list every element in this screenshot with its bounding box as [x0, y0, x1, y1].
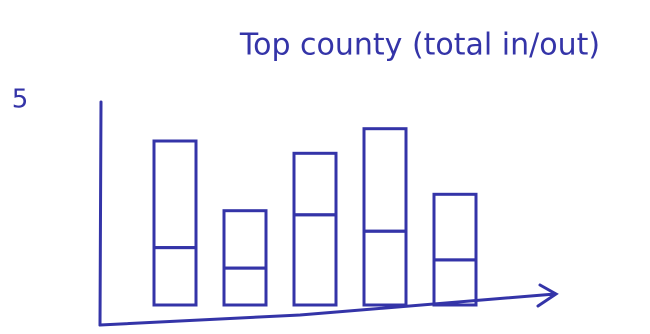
bar [292, 151, 338, 217]
bar [222, 266, 268, 307]
bar [432, 258, 478, 307]
y-axis [98, 100, 103, 327]
bar [152, 246, 198, 307]
bar [362, 127, 408, 233]
chart-title: Top county (total in/out) [239, 28, 600, 63]
bar [362, 229, 408, 307]
bar [432, 192, 478, 262]
bar [222, 209, 268, 270]
bar [152, 139, 198, 250]
bar [292, 213, 338, 307]
y-tick-label: 5 [12, 85, 29, 115]
x-axis [98, 283, 559, 327]
